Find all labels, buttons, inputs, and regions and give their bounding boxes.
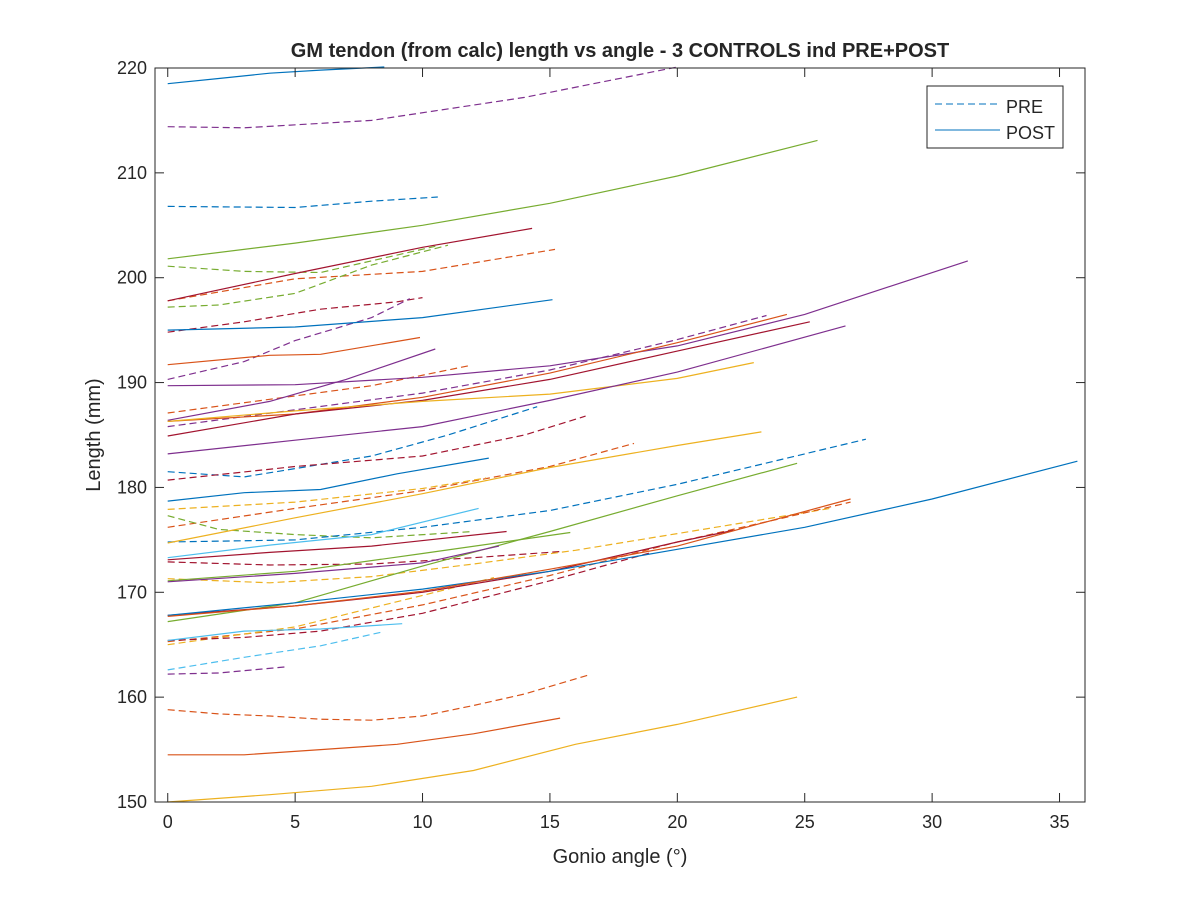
x-tick-label: 35: [1050, 812, 1070, 832]
series-line-pre-6: [167, 298, 411, 380]
x-tick-label: 20: [667, 812, 687, 832]
series-line-pre-21: [167, 666, 288, 675]
x-axis-label: Gonio angle (°): [553, 846, 688, 868]
series-line-pre-12: [167, 477, 487, 510]
y-axis-label: Length (mm): [83, 378, 105, 491]
series-line-post-23: [167, 66, 385, 85]
series-line-pre-19: [167, 551, 652, 642]
series-line-post-42: [167, 460, 1078, 616]
series-line-post-28: [167, 348, 436, 421]
series-line-post-25: [167, 227, 533, 302]
series-line-post-30: [167, 313, 788, 422]
axes-box: [154, 67, 1086, 803]
x-tick-label: 0: [163, 812, 173, 832]
series-line-pre-17: [167, 501, 851, 643]
series-line-post-40: [167, 545, 500, 583]
series-line-pre-14: [167, 438, 867, 543]
x-tick-label: 25: [795, 812, 815, 832]
series-line-post-36: [167, 507, 479, 559]
series-line-pre-9: [167, 406, 538, 478]
series-line-pre-5: [167, 297, 423, 333]
legend: PRE POST: [926, 85, 1064, 149]
series-line-post-31: [167, 321, 810, 437]
y-tick-label: 170: [117, 582, 147, 602]
series-line-pre-11: [167, 442, 635, 528]
plot-series-group: [167, 66, 1078, 803]
series-line-post-43: [167, 498, 851, 617]
y-tick-label: 210: [117, 163, 147, 183]
series-line-pre-0: [167, 196, 438, 209]
y-tick-label: 220: [117, 58, 147, 78]
legend-label-post: POST: [1006, 123, 1055, 143]
series-line-post-27: [167, 336, 421, 366]
series-line-post-24: [167, 139, 818, 260]
y-tick-label: 180: [117, 477, 147, 497]
series-line-pre-3: [167, 248, 556, 302]
series-line-post-32: [167, 362, 754, 422]
y-tick-label: 200: [117, 268, 147, 288]
series-line-pre-2: [167, 245, 436, 274]
legend-box: [926, 85, 1064, 149]
series-line-pre-20: [167, 631, 382, 671]
series-line-post-45: [167, 717, 561, 756]
y-tick-label: 160: [117, 687, 147, 707]
series-line-pre-22: [167, 674, 589, 721]
series-line-pre-4: [167, 244, 449, 308]
legend-label-pre: PRE: [1006, 97, 1043, 117]
y-tick-label: 190: [117, 373, 147, 393]
x-tick-label: 10: [413, 812, 433, 832]
series-line-post-33: [167, 325, 846, 455]
series-line-post-38: [167, 531, 571, 582]
series-line-post-26: [167, 299, 553, 331]
series-line-post-37: [167, 530, 507, 561]
x-ticks: 0 5 10 15 20 25 30 35: [163, 68, 1070, 832]
x-tick-label: 30: [922, 812, 942, 832]
axes: [154, 67, 1086, 803]
y-tick-label: 150: [117, 792, 147, 812]
series-line-pre-1: [167, 66, 678, 129]
series-line-pre-13: [167, 515, 474, 539]
series-line-post-44: [167, 623, 403, 642]
y-ticks: 150 160 170 180 190 200 210 220: [117, 58, 1085, 812]
series-line-post-35: [167, 431, 762, 544]
series-line-pre-10: [167, 415, 586, 481]
series-line-pre-8: [167, 314, 767, 428]
series-line-pre-16: [167, 507, 831, 584]
series-line-post-34: [167, 457, 489, 502]
x-tick-label: 5: [290, 812, 300, 832]
series-line-post-29: [167, 260, 968, 387]
x-tick-label: 15: [540, 812, 560, 832]
series-line-pre-7: [167, 365, 469, 414]
series-line-pre-15: [167, 550, 563, 566]
series-line-post-46: [167, 696, 798, 803]
chart-title: GM tendon (from calc) length vs angle - …: [291, 40, 949, 62]
